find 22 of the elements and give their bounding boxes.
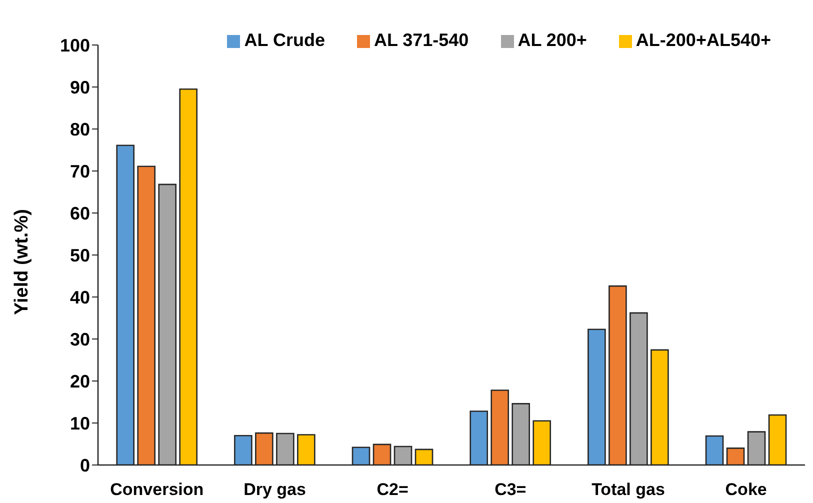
x-tick-label: Coke [725,480,767,500]
x-tick-label: C2= [376,480,408,500]
x-tick-label: Dry gas [244,480,306,500]
legend-label: AL 200+ [518,30,587,50]
y-tick-label: 30 [70,329,90,350]
y-tick-label: 20 [70,371,90,392]
legend-label: AL-200+AL540+ [636,30,771,50]
y-tick-label: 100 [60,35,90,56]
legend-label: AL 371-540 [374,30,469,50]
x-tick-label: Conversion [110,480,204,500]
y-tick-label: 10 [70,413,90,434]
y-tick-label: 0 [80,455,90,476]
y-tick-label: 40 [70,287,90,308]
y-tick-label: 80 [70,119,90,140]
y-axis-title: Yield (wt.%) [12,209,33,315]
y-tick-label: 70 [70,161,90,182]
legend-label: AL Crude [244,30,325,50]
x-tick-label: Total gas [592,480,665,500]
y-tick-label: 60 [70,203,90,224]
y-tick-label: 50 [70,245,90,266]
x-tick-label: C3= [494,480,526,500]
y-tick-label: 90 [70,77,90,98]
